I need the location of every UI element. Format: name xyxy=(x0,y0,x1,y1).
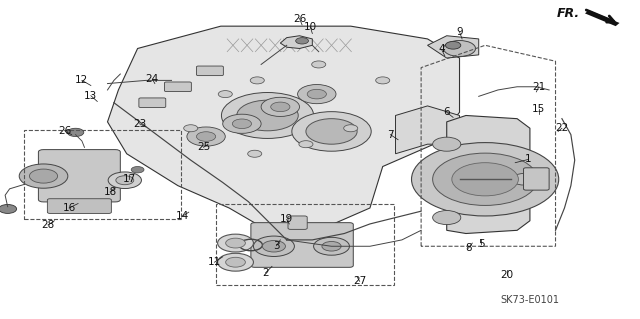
Circle shape xyxy=(444,41,476,56)
Circle shape xyxy=(314,237,349,255)
Circle shape xyxy=(433,211,461,225)
Circle shape xyxy=(116,176,134,185)
Text: 24: 24 xyxy=(146,74,159,84)
Circle shape xyxy=(187,127,225,146)
Circle shape xyxy=(512,174,535,185)
Text: 5: 5 xyxy=(478,239,484,249)
Text: 10: 10 xyxy=(304,22,317,32)
Circle shape xyxy=(299,141,313,148)
Polygon shape xyxy=(396,106,460,154)
Text: 27: 27 xyxy=(353,276,366,286)
Circle shape xyxy=(218,234,253,252)
Text: 19: 19 xyxy=(280,214,293,225)
Circle shape xyxy=(250,77,264,84)
Text: FR.: FR. xyxy=(557,7,580,20)
Text: 22: 22 xyxy=(556,123,568,133)
Circle shape xyxy=(298,85,336,104)
Text: 6: 6 xyxy=(444,107,450,117)
Polygon shape xyxy=(447,115,530,234)
Circle shape xyxy=(445,41,461,49)
Text: 26: 26 xyxy=(293,13,306,24)
FancyBboxPatch shape xyxy=(38,150,120,202)
Text: 18: 18 xyxy=(104,187,116,197)
Circle shape xyxy=(271,102,290,112)
Text: 28: 28 xyxy=(42,220,54,230)
Text: 4: 4 xyxy=(438,44,445,55)
Circle shape xyxy=(344,125,358,132)
Circle shape xyxy=(19,164,68,188)
Text: 11: 11 xyxy=(208,257,221,267)
Circle shape xyxy=(131,167,144,173)
Circle shape xyxy=(307,89,326,99)
Circle shape xyxy=(433,137,461,151)
Circle shape xyxy=(0,204,17,213)
Text: 14: 14 xyxy=(176,211,189,221)
Circle shape xyxy=(226,238,245,248)
Circle shape xyxy=(248,150,262,157)
Circle shape xyxy=(232,119,252,129)
Text: 1: 1 xyxy=(525,154,531,165)
Text: 25: 25 xyxy=(197,142,210,152)
Polygon shape xyxy=(108,26,460,230)
Circle shape xyxy=(261,97,300,116)
Text: SK73-E0101: SK73-E0101 xyxy=(500,295,559,306)
FancyBboxPatch shape xyxy=(139,98,166,108)
Circle shape xyxy=(237,100,298,131)
Circle shape xyxy=(223,114,261,133)
Circle shape xyxy=(292,112,371,151)
Polygon shape xyxy=(428,36,479,58)
Text: 3: 3 xyxy=(273,241,280,251)
Circle shape xyxy=(262,241,285,252)
Circle shape xyxy=(226,257,245,267)
FancyBboxPatch shape xyxy=(251,223,353,267)
Text: 15: 15 xyxy=(532,104,545,114)
Circle shape xyxy=(184,125,198,132)
Text: 21: 21 xyxy=(532,82,545,92)
FancyBboxPatch shape xyxy=(164,82,191,92)
Circle shape xyxy=(29,169,58,183)
Text: 16: 16 xyxy=(63,203,76,213)
Polygon shape xyxy=(280,36,312,48)
FancyBboxPatch shape xyxy=(524,168,549,190)
Circle shape xyxy=(253,236,294,256)
Circle shape xyxy=(452,163,518,196)
Text: 26: 26 xyxy=(59,126,72,137)
Text: 23: 23 xyxy=(133,119,146,129)
Text: 17: 17 xyxy=(123,174,136,184)
Circle shape xyxy=(221,93,314,138)
Circle shape xyxy=(67,128,84,137)
Circle shape xyxy=(108,172,141,189)
Circle shape xyxy=(218,253,253,271)
FancyBboxPatch shape xyxy=(196,66,223,76)
Circle shape xyxy=(296,38,308,44)
Text: 13: 13 xyxy=(84,91,97,101)
Text: 9: 9 xyxy=(456,27,463,37)
FancyBboxPatch shape xyxy=(47,199,111,213)
Text: 2: 2 xyxy=(262,268,269,278)
Circle shape xyxy=(376,77,390,84)
Circle shape xyxy=(312,61,326,68)
Circle shape xyxy=(196,132,216,141)
Text: 20: 20 xyxy=(500,270,513,280)
Text: 8: 8 xyxy=(465,243,472,253)
Circle shape xyxy=(322,241,341,251)
Text: 12: 12 xyxy=(76,75,88,85)
Circle shape xyxy=(433,153,538,205)
Circle shape xyxy=(412,143,559,216)
Polygon shape xyxy=(585,10,620,26)
FancyBboxPatch shape xyxy=(288,216,307,229)
Text: 7: 7 xyxy=(387,130,394,140)
Circle shape xyxy=(306,119,357,144)
Circle shape xyxy=(218,91,232,98)
